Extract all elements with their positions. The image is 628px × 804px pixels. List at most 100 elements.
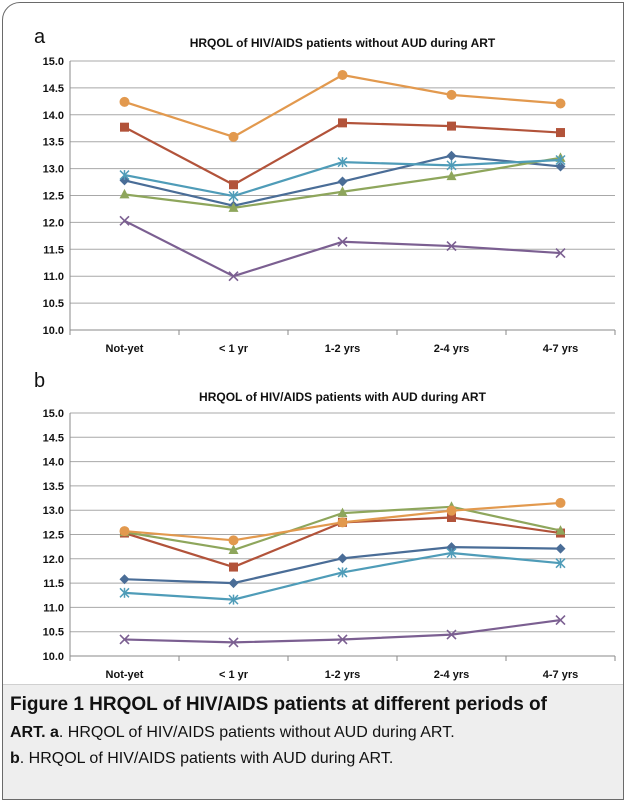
data-point-circle (337, 517, 348, 528)
marker-stroke (337, 634, 348, 645)
data-point-circle (446, 89, 457, 100)
y-tick-label: 13.5 (43, 481, 64, 493)
series-star (119, 154, 566, 202)
marker-stroke (337, 236, 348, 247)
data-point-circle (446, 505, 457, 516)
data-point-x (337, 236, 348, 247)
marker-stroke (555, 248, 566, 259)
marker-stroke (228, 271, 239, 282)
data-point-star (446, 160, 457, 171)
caption-label-a: ART. a (10, 724, 59, 741)
x-tick-label: Not-yet (106, 343, 144, 355)
figure-charts: a HRQOL of HIV/AIDS patients without AUD … (34, 26, 616, 681)
data-point-circle (119, 96, 130, 107)
data-point-triangle (228, 544, 239, 555)
x-tick-label: < 1 yr (219, 669, 249, 681)
caption-text-a: . HRQOL of HIV/AIDS patients without AUD… (58, 724, 455, 741)
marker-stroke (119, 634, 130, 645)
data-point-square (556, 128, 565, 138)
data-point-diamond (555, 161, 566, 172)
series-star (119, 547, 566, 605)
caption-text-b: . HRQOL of HIV/AIDS patients with AUD du… (19, 750, 394, 767)
data-point-x (555, 248, 566, 259)
chart-title: HRQOL of HIV/AIDS patients without AUD d… (190, 36, 496, 50)
series-triangle (119, 501, 566, 555)
y-tick-label: 13.5 (43, 137, 64, 149)
data-point-triangle (337, 186, 348, 196)
x-tick-label: Not-yet (106, 669, 144, 681)
x-tick-label: 2-4 yrs (434, 669, 469, 681)
data-point-x (337, 634, 348, 645)
data-point-x (555, 614, 566, 626)
y-tick-label: 15.0 (43, 56, 64, 68)
data-point-square (120, 122, 129, 132)
y-tick-label: 14.0 (43, 457, 64, 469)
data-point-triangle (337, 507, 348, 518)
y-tick-label: 14.5 (43, 432, 64, 444)
data-point-square (447, 512, 456, 522)
data-point-diamond (555, 543, 566, 554)
data-point-star (446, 547, 457, 558)
chart-panel-b: b HRQOL of HIV/AIDS patients with AUD dur… (34, 370, 616, 681)
data-point-diamond (337, 176, 348, 187)
data-point-star (555, 154, 566, 166)
data-point-circle (555, 497, 566, 508)
y-tick-label: 10.0 (43, 651, 64, 663)
y-tick-label: 13.0 (43, 164, 64, 176)
series-diamond (119, 542, 566, 589)
data-point-square (338, 118, 347, 128)
data-point-star (337, 157, 348, 168)
data-point-circle (228, 535, 239, 546)
data-point-x (446, 629, 457, 640)
data-point-x (228, 637, 239, 648)
x-tick-label: 1-2 yrs (325, 343, 360, 355)
panel-label: b (34, 370, 45, 392)
series-line (124, 219, 561, 278)
series-x (119, 614, 566, 648)
data-point-circle (228, 131, 239, 142)
x-tick-label: 4-7 yrs (543, 669, 578, 681)
marker-stroke (446, 241, 457, 252)
y-tick-label: 10.5 (43, 627, 64, 639)
data-point-star (555, 558, 566, 569)
data-point-triangle (446, 170, 457, 181)
data-point-square (229, 180, 238, 190)
x-tick-label: 1-2 yrs (325, 669, 360, 681)
y-tick-label: 15.0 (43, 408, 64, 420)
y-tick-label: 11.0 (43, 602, 64, 614)
data-point-diamond (446, 150, 457, 161)
data-point-triangle (555, 525, 566, 535)
data-point-square (229, 562, 238, 572)
x-tick-label: 2-4 yrs (434, 343, 469, 355)
caption-background (3, 684, 623, 799)
data-point-triangle (228, 202, 239, 212)
marker-stroke (119, 215, 130, 226)
y-tick-label: 13.0 (43, 505, 64, 517)
y-tick-label: 14.5 (43, 83, 64, 95)
figure-caption-line-b: b. HRQOL of HIV/AIDS patients with AUD d… (10, 750, 610, 768)
data-point-diamond (337, 553, 348, 564)
caption-label-b: b (10, 750, 20, 767)
data-point-star (228, 191, 239, 202)
data-point-x (228, 271, 239, 282)
y-tick-label: 14.0 (43, 110, 64, 122)
marker-stroke (555, 614, 566, 626)
data-point-circle (119, 526, 130, 537)
y-tick-label: 12.0 (43, 554, 64, 566)
series-line (123, 121, 561, 186)
marker-stroke (446, 629, 457, 640)
data-point-x (119, 215, 130, 226)
y-tick-label: 11.0 (43, 271, 64, 283)
y-tick-label: 11.5 (43, 244, 64, 256)
chart-title: HRQOL of HIV/AIDS patients with AUD duri… (199, 390, 487, 404)
series-square (120, 118, 565, 190)
data-point-diamond (228, 578, 239, 589)
marker-stroke (228, 637, 239, 648)
y-tick-label: 10.0 (43, 325, 64, 337)
data-point-star (119, 587, 130, 598)
x-tick-label: 4-7 yrs (543, 343, 578, 355)
data-point-x (119, 634, 130, 645)
figure-caption-title: Figure 1 HRQOL of HIV/AIDS patients at d… (10, 694, 547, 715)
panel-label: a (34, 26, 46, 48)
